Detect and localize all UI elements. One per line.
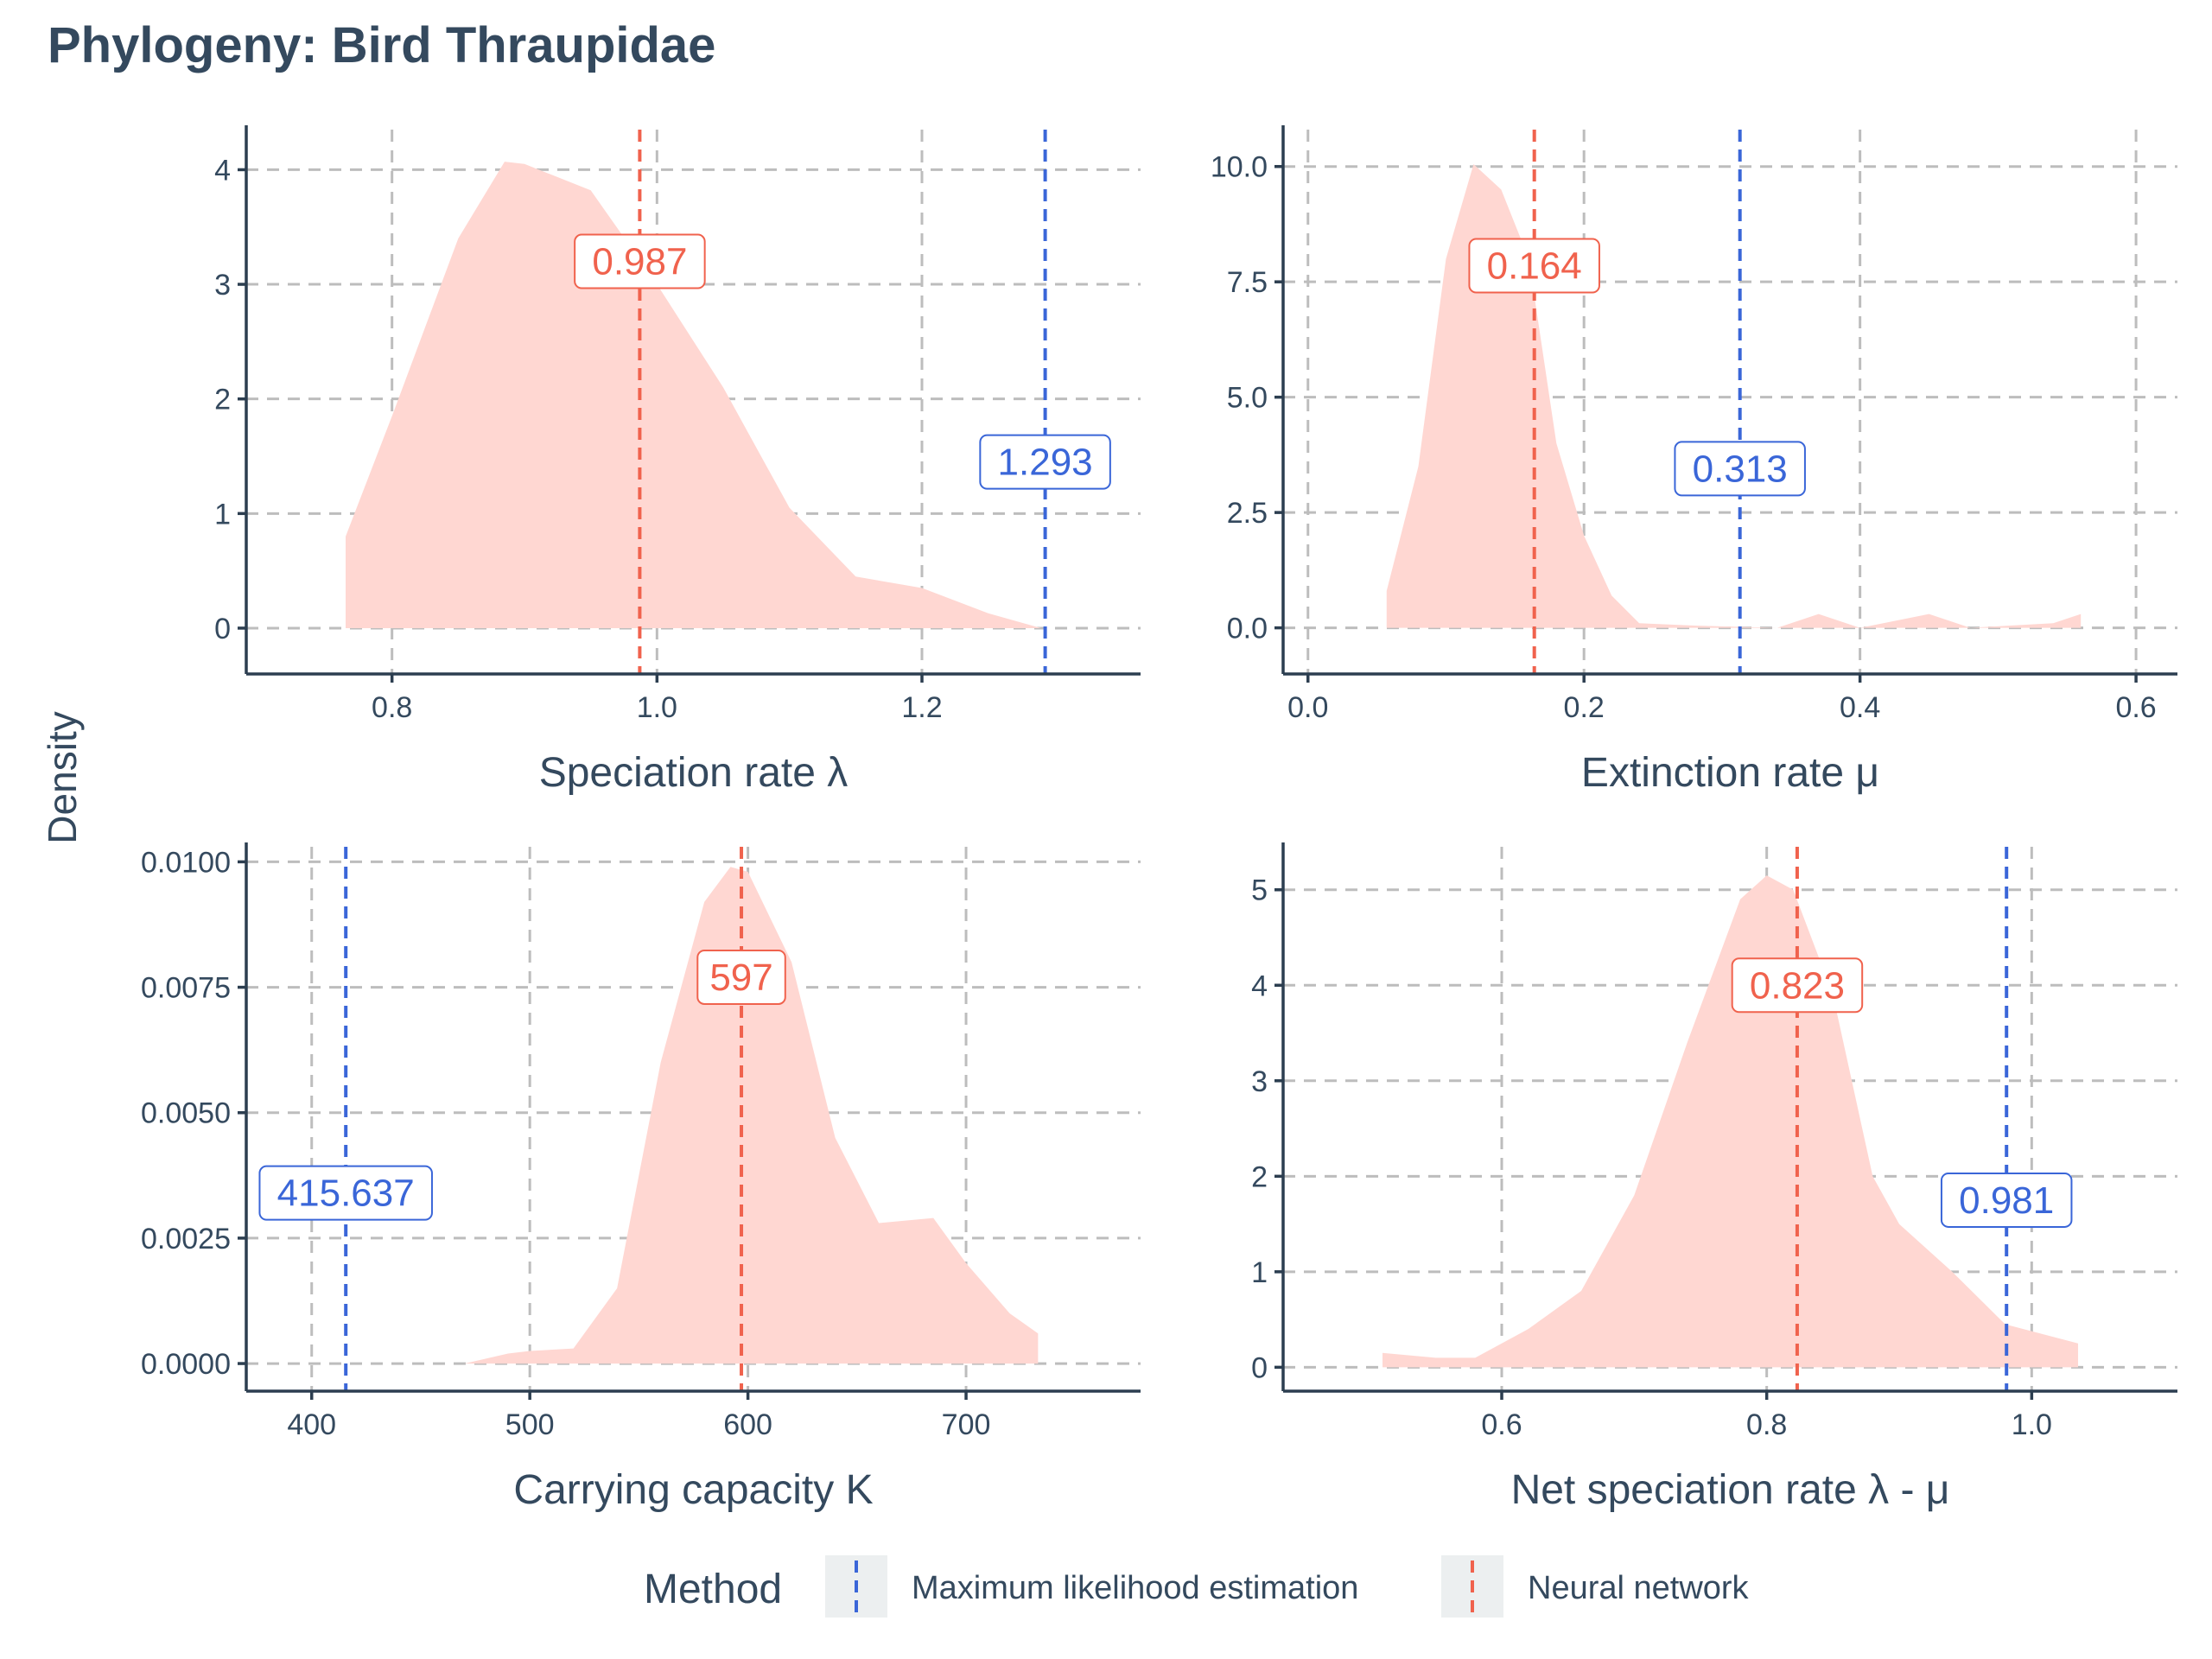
legend-label-mle: Maximum likelihood estimation: [912, 1570, 1358, 1606]
speciation-mle-label: 1.293: [979, 434, 1111, 490]
net-speciation-mle-label-box: [1940, 1172, 2073, 1228]
net-speciation-ytick-label-3: 3: [1251, 1065, 1268, 1098]
extinction-xtick-label-1: 0.2: [1564, 691, 1605, 724]
net-speciation-ytick-label-4: 4: [1251, 969, 1268, 1002]
extinction-xtick-label-2: 0.4: [1840, 691, 1880, 724]
carrying-capacity-xtick-label-2: 600: [723, 1408, 772, 1441]
carrying-capacity-mle-label-text: 415.637: [277, 1173, 415, 1215]
carrying-capacity-mle-label-box: [258, 1165, 433, 1221]
extinction-ytick-label-2: 5.0: [1227, 382, 1268, 415]
panel-net-speciation: 0.6 0.8 1.0 0 1 2 3 4 5 Net speciation rate λ - μ…: [1251, 842, 2177, 1513]
speciation-ytick-label-1: 1: [214, 498, 231, 531]
net-speciation-xtick-label-0: 0.6: [1481, 1408, 1522, 1441]
speciation-mle-label-box: [979, 434, 1111, 490]
carrying-capacity-xtick-label-1: 500: [505, 1408, 555, 1441]
extinction-xtick-label-3: 0.6: [2115, 691, 2156, 724]
speciation-ytick-label-0: 0: [214, 613, 231, 645]
net-speciation-ytick-label-0: 0: [1251, 1351, 1268, 1384]
net-speciation-mle-label-text: 0.981: [1959, 1179, 2054, 1222]
carrying-capacity-density-area: [464, 867, 1039, 1364]
legend-label-nn: Neural network: [1528, 1570, 1750, 1606]
extinction-nn-label-text: 0.164: [1487, 245, 1582, 288]
extinction-xtick-label-0: 0.0: [1287, 691, 1328, 724]
net-speciation-ytick-label-2: 2: [1251, 1160, 1268, 1193]
extinction-ytick-label-1: 2.5: [1227, 497, 1268, 530]
legend: Method Maximum likelihood estimation Neu…: [644, 1555, 1750, 1618]
extinction-nn-label: 0.164: [1468, 238, 1600, 294]
net-speciation-ytick-label-5: 5: [1251, 874, 1268, 907]
speciation-xtick-label-2: 1.2: [901, 691, 942, 724]
speciation-nn-label: 0.987: [574, 233, 706, 289]
speciation-mle-label-text: 1.293: [998, 442, 1093, 484]
net-speciation-ytick-label-1: 1: [1251, 1256, 1268, 1289]
panel-carrying-capacity: 400 500 600 700 0.0000 0.0025 0.0050 0.0075 0.01…: [141, 842, 1141, 1513]
speciation-nn-label-box: [574, 233, 706, 289]
net-speciation-mle-label: 0.981: [1940, 1172, 2073, 1228]
extinction-mle-label-text: 0.313: [1693, 448, 1788, 490]
speciation-ytick-label-4: 4: [214, 154, 231, 187]
extinction-mle-label-box: [1674, 441, 1806, 497]
carrying-capacity-ytick-label-0: 0.0000: [141, 1348, 231, 1381]
net-speciation-nn-label-text: 0.823: [1750, 964, 1845, 1007]
speciation-ytick-label-3: 3: [214, 269, 231, 302]
speciation-nn-label-text: 0.987: [592, 241, 687, 283]
panel-speciation: 0.8 1.0 1.2 0 1 2 3 4 Speciation rate λ 0.987 1.29…: [214, 125, 1141, 796]
carrying-capacity-ytick-label-1: 0.0025: [141, 1223, 231, 1255]
extinction-x-axis-label: Extinction rate μ: [1581, 750, 1879, 796]
carrying-capacity-nn-label: 597: [696, 949, 786, 1005]
speciation-density-area: [346, 162, 1041, 628]
net-speciation-density-area: [1382, 875, 2078, 1368]
speciation-ytick-label-2: 2: [214, 384, 231, 416]
carrying-capacity-ytick-label-2: 0.0050: [141, 1097, 231, 1130]
net-speciation-xtick-label-1: 0.8: [1746, 1408, 1787, 1441]
panel-extinction: 0.0 0.2 0.4 0.6 0.0 2.5 5.0 7.5 10.0 Extinction r…: [1211, 125, 2177, 796]
net-speciation-x-axis-label: Net speciation rate λ - μ: [1511, 1467, 1950, 1513]
legend-title: Method: [644, 1567, 782, 1612]
shared-y-axis-label: Density: [40, 711, 85, 843]
speciation-x-axis-label: Speciation rate λ: [539, 750, 849, 796]
speciation-xtick-label-0: 0.8: [372, 691, 412, 724]
speciation-xtick-label-1: 1.0: [637, 691, 677, 724]
net-speciation-nn-label-box: [1731, 957, 1864, 1014]
net-speciation-xtick-label-2: 1.0: [2012, 1408, 2052, 1441]
carrying-capacity-ytick-label-3: 0.0075: [141, 972, 231, 1005]
extinction-ytick-label-4: 10.0: [1211, 151, 1268, 184]
carrying-capacity-nn-label-text: 597: [709, 957, 772, 999]
carrying-capacity-mle-label: 415.637: [258, 1165, 433, 1221]
carrying-capacity-x-axis-label: Carrying capacity K: [513, 1467, 873, 1513]
extinction-ytick-label-3: 7.5: [1227, 266, 1268, 299]
extinction-nn-label-box: [1468, 238, 1600, 294]
panels: 0.8 1.0 1.2 0 1 2 3 4 Speciation rate λ 0.987 1.29…: [141, 125, 2177, 1513]
extinction-density-area: [1386, 164, 2082, 628]
carrying-capacity-xtick-label-3: 700: [942, 1408, 991, 1441]
carrying-capacity-nn-label-box: [696, 949, 786, 1005]
carrying-capacity-xtick-label-0: 400: [287, 1408, 336, 1441]
carrying-capacity-ytick-label-4: 0.0100: [141, 846, 231, 879]
net-speciation-nn-label: 0.823: [1731, 957, 1864, 1014]
extinction-ytick-label-0: 0.0: [1227, 613, 1268, 645]
extinction-mle-label: 0.313: [1674, 441, 1806, 497]
figure-title: Phylogeny: Bird Thraupidae: [48, 17, 715, 73]
